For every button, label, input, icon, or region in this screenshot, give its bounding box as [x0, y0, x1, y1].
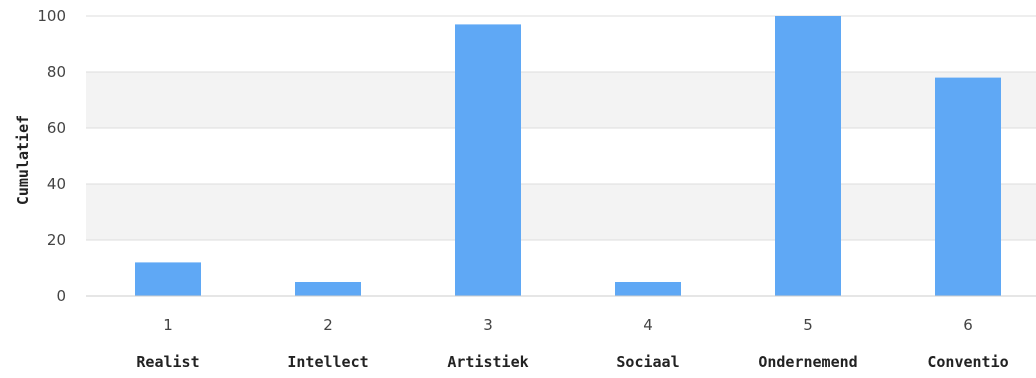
grid-band: [86, 184, 1036, 240]
category-label: Realist: [136, 353, 199, 371]
bar: [295, 282, 361, 296]
category-label: Ondernemend: [758, 353, 857, 371]
x-tick-label: 6: [963, 316, 973, 334]
bar: [455, 24, 521, 297]
bar: [775, 16, 841, 296]
bar: [935, 77, 1001, 296]
y-tick-label: 80: [47, 63, 66, 81]
bar: [135, 262, 201, 296]
y-tick-label: 0: [56, 287, 66, 305]
category-labels: Realist Intellect Artistiek Sociaal Ondernem…: [136, 353, 1008, 371]
bars: [135, 16, 1001, 297]
x-tick-label: 5: [803, 316, 813, 334]
y-axis-label: Cumulatief: [14, 115, 32, 205]
category-label: Artistiek: [447, 353, 528, 371]
y-tick-label: 40: [47, 175, 66, 193]
category-label: Sociaal: [616, 353, 679, 371]
grid-lines: [86, 15, 1036, 241]
x-tick-label: 3: [483, 316, 493, 334]
grid-band: [86, 72, 1036, 128]
x-tick-labels: 1 2 3 4 5 6: [163, 316, 973, 334]
bar: [615, 282, 681, 296]
x-tick-label: 2: [323, 316, 333, 334]
category-label: Conventio: [927, 353, 1008, 371]
x-tick-label: 4: [643, 316, 653, 334]
y-tick-label: 100: [37, 7, 66, 25]
grid-bands: [86, 72, 1036, 240]
y-tick-label: 20: [47, 231, 66, 249]
category-label: Intellect: [287, 353, 368, 371]
y-tick-label: 60: [47, 119, 66, 137]
x-tick-label: 1: [163, 316, 173, 334]
y-tick-labels: 0 20 40 60 80 100: [37, 7, 66, 305]
